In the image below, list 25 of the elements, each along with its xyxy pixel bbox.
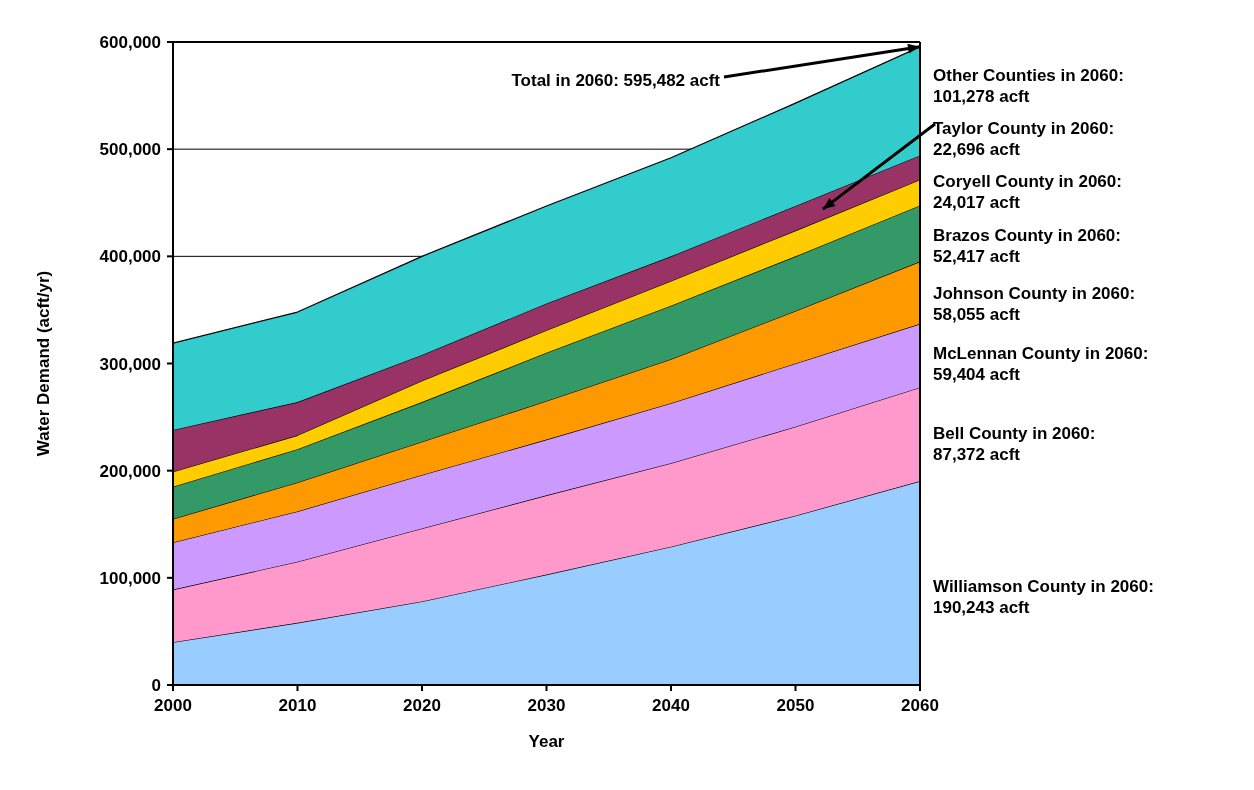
y-tick-label: 100,000 — [99, 568, 161, 588]
x-tick-label: 2020 — [403, 696, 441, 716]
y-tick-label: 300,000 — [99, 354, 161, 374]
text: Johnson County in 2060: 58,055 acft — [933, 284, 1136, 324]
x-tick-label: 2000 — [154, 696, 192, 716]
y-tick-label: 0 — [151, 676, 161, 696]
y-tick-label: 600,000 — [99, 33, 161, 53]
x-tick-label: 2060 — [901, 696, 939, 716]
text: Bell County in 2060: 87,372 acft — [933, 424, 1096, 464]
x-tick-label: 2030 — [527, 696, 566, 716]
y-tick-label: 200,000 — [99, 461, 161, 481]
y-tick-label: 400,000 — [99, 247, 161, 267]
y-tick-label: 500,000 — [99, 140, 161, 160]
x-tick-label: 2050 — [776, 696, 815, 716]
text: Other Counties in 2060: 101,278 acft — [933, 66, 1124, 106]
text: Taylor County in 2060: 22,696 acft — [933, 119, 1115, 159]
text: Williamson County in 2060: 190,243 acft — [933, 577, 1154, 617]
text: Coryell County in 2060: 24,017 acft — [933, 172, 1122, 212]
y-axis-title: Water Demand (acft/yr) — [34, 270, 54, 457]
x-tick-label: 2010 — [278, 696, 317, 716]
text: Brazos County in 2060: 52,417 acft — [933, 226, 1121, 266]
annotation: Total in 2060: 595,482 acft — [511, 71, 721, 90]
text: McLennan County in 2060: 59,404 acft — [933, 344, 1149, 384]
x-tick-label: 2040 — [652, 696, 690, 716]
x-axis-title: Year — [528, 732, 565, 751]
